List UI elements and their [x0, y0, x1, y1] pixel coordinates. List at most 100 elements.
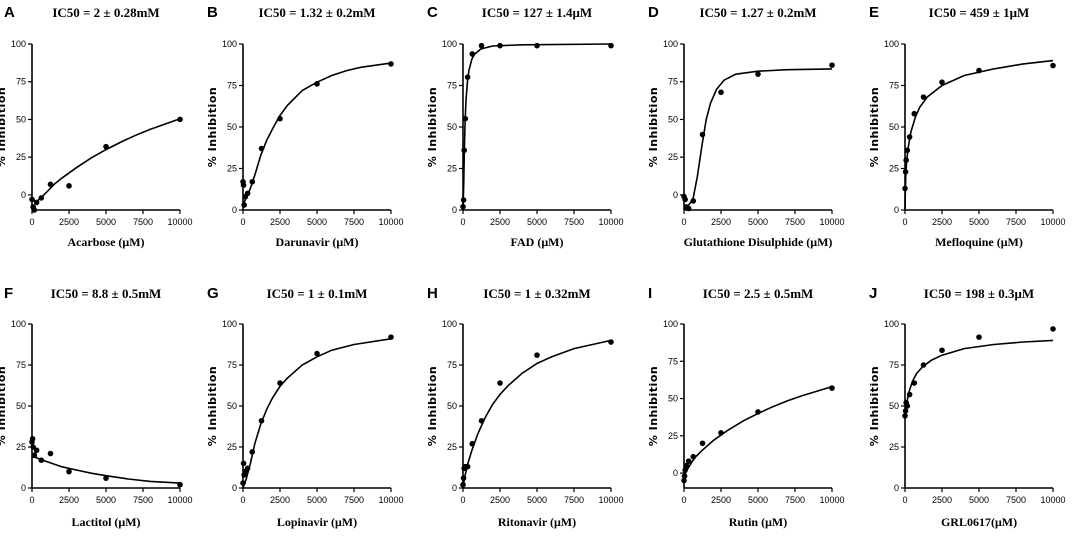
chart-panel-i: I IC50 = 2.5 ± 0.5mM 0 25 50 75 100 0 2500 5000 75…: [647, 285, 845, 529]
data-point: [1050, 326, 1056, 332]
y-tick-label: 50: [227, 122, 237, 132]
y-tick-label: 25: [447, 164, 457, 174]
data-point: [902, 413, 908, 419]
data-point: [38, 457, 45, 463]
chart-panel-f: F IC50 = 8.8 ± 0.5mM 0 25 50 75 100 0 2500 5000 75…: [0, 285, 193, 529]
y-tick-label: 100: [884, 319, 899, 329]
x-tick-label: 2500: [711, 217, 731, 227]
y-tick-label: 75: [16, 77, 26, 87]
y-tick-label: 100: [222, 319, 237, 329]
fit-curve: [242, 338, 392, 489]
data-point: [258, 417, 265, 424]
chart-title: IC50 = 1 ± 0.32mM: [483, 286, 590, 301]
x-axis-label: Ritonavir (μM): [498, 515, 576, 529]
data-point: [388, 334, 394, 340]
x-tick-label: 7500: [1006, 217, 1026, 227]
data-point: [258, 145, 265, 152]
data-point: [755, 409, 761, 415]
data-point: [464, 463, 471, 470]
x-axis-label: GRL0617(μM): [941, 515, 1017, 529]
data-point: [904, 147, 911, 154]
y-tick-label: 0: [673, 190, 678, 200]
panel-letter: H: [427, 285, 438, 302]
x-tick-label: 5000: [748, 217, 768, 227]
chart-title: IC50 = 1.32 ± 0.2mM: [258, 5, 375, 20]
data-point: [47, 450, 54, 457]
y-tick-label: 50: [889, 401, 899, 411]
data-point: [699, 440, 706, 447]
x-tick-label: 10000: [378, 217, 403, 227]
data-point: [829, 385, 835, 391]
data-point: [464, 74, 471, 80]
x-tick-label: 10000: [1040, 217, 1065, 227]
data-point: [690, 453, 697, 460]
x-tick-label: 2500: [490, 495, 510, 505]
y-tick-label: 0: [232, 205, 237, 215]
y-tick-label: 0: [21, 190, 26, 200]
y-tick-label: 75: [227, 360, 237, 370]
y-axis-label: % Inhibition: [647, 87, 660, 167]
data-point: [904, 403, 911, 409]
x-tick-label: 0: [681, 495, 686, 505]
data-point: [462, 115, 469, 122]
panel-letter: C: [427, 4, 438, 21]
data-point: [47, 181, 54, 188]
x-tick-label: 0: [902, 217, 907, 227]
y-axis-label: % Inhibition: [0, 87, 8, 167]
y-axis-label: % Inhibition: [206, 87, 219, 167]
panel-letter: A: [4, 4, 15, 21]
data-point: [939, 347, 945, 354]
fit-curve: [904, 339, 1054, 416]
x-tick-label: 2500: [932, 495, 952, 505]
data-point: [177, 116, 183, 123]
y-tick-label: 0: [894, 483, 899, 493]
data-point: [976, 334, 982, 340]
data-point: [681, 477, 687, 484]
data-point: [690, 198, 697, 204]
x-axis-label: Mefloquine (μM): [935, 235, 1023, 249]
x-tick-label: 2500: [59, 217, 79, 227]
y-tick-label: 50: [668, 394, 678, 404]
data-point: [177, 481, 183, 488]
y-tick-label: 25: [668, 152, 678, 162]
data-point: [939, 79, 945, 85]
data-point: [497, 42, 503, 49]
chart-panel-b: B IC50 = 1.32 ± 0.2mM 0 25 50 75 100 0 2500 5000 7…: [206, 4, 404, 249]
x-tick-label: 10000: [1040, 495, 1065, 505]
fit-curve: [462, 339, 612, 489]
data-point: [103, 475, 109, 481]
data-point: [1050, 62, 1056, 69]
panel-letter: J: [869, 285, 877, 302]
x-tick-label: 0: [460, 217, 465, 227]
x-tick-label: 0: [240, 217, 245, 227]
x-axis-label: Glutathione Disulphide (μM): [684, 235, 833, 249]
x-tick-label: 2500: [932, 217, 952, 227]
data-point: [249, 449, 256, 455]
chart-title: IC50 = 8.8 ± 0.5mM: [51, 286, 162, 301]
data-point: [103, 143, 109, 150]
data-point: [33, 447, 40, 454]
y-tick-label: 100: [884, 39, 899, 49]
x-tick-label: 0: [681, 217, 686, 227]
data-point: [277, 115, 283, 122]
x-tick-label: 2500: [270, 217, 290, 227]
y-tick-label: 25: [447, 442, 457, 452]
x-tick-label: 10000: [167, 495, 192, 505]
data-point: [33, 199, 40, 206]
x-tick-label: 5000: [748, 495, 768, 505]
x-tick-label: 10000: [598, 217, 623, 227]
data-point: [681, 473, 688, 479]
x-tick-label: 5000: [527, 495, 547, 505]
data-point: [906, 134, 913, 140]
data-point: [478, 42, 485, 49]
data-point: [240, 182, 247, 188]
y-tick-label: 75: [668, 77, 678, 87]
y-axis-label: % Inhibition: [868, 87, 881, 167]
y-tick-label: 75: [889, 81, 899, 91]
x-tick-label: 2500: [59, 495, 79, 505]
x-tick-label: 7500: [344, 495, 364, 505]
data-point: [534, 42, 540, 49]
chart-panel-d: D IC50 = 1.27 ± 0.2mM 0 25 50 75 100 0 2500 5000 7…: [647, 4, 845, 249]
y-axis-label: % Inhibition: [426, 87, 439, 167]
